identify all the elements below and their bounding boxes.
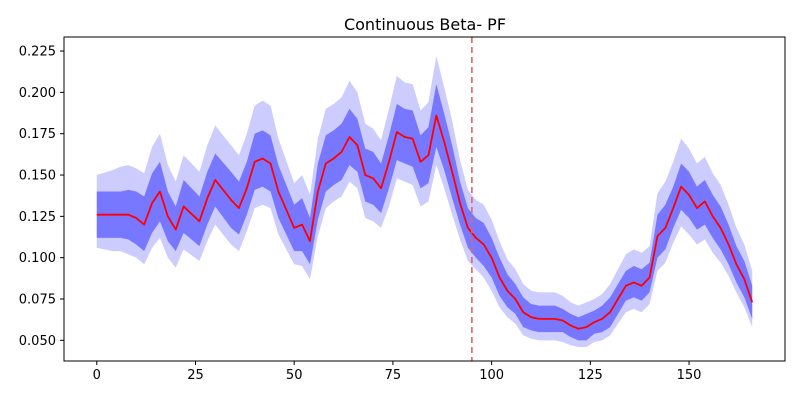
chart-title: Continuous Beta- PF — [344, 15, 506, 34]
y-tick-label: 0.225 — [19, 45, 56, 60]
y-tick-label: 0.100 — [19, 251, 56, 266]
y-tick-label: 0.075 — [19, 293, 56, 308]
x-tick-label: 100 — [479, 368, 504, 383]
x-tick-label: 25 — [187, 368, 204, 383]
inner-band-area — [96, 84, 753, 341]
x-tick-label: 75 — [385, 368, 402, 383]
x-tick-label: 150 — [677, 368, 702, 383]
y-tick-label: 0.200 — [19, 86, 56, 101]
x-tick-label: 0 — [93, 368, 101, 383]
x-tick-label: 50 — [286, 368, 303, 383]
axes: 0 25 50 75 100 125 150 0.050 0.075 0.100 0.125 0.15… — [19, 36, 786, 383]
y-tick-label: 0.125 — [19, 210, 56, 225]
y-tick-label: 0.050 — [19, 334, 56, 349]
plot-area — [96, 37, 754, 361]
outer-band-area — [96, 56, 753, 347]
x-tick-label: 125 — [578, 368, 603, 383]
axes-frame — [63, 36, 786, 362]
y-tick-label: 0.175 — [19, 127, 56, 142]
y-tick-label: 0.150 — [19, 169, 56, 184]
mean-line — [96, 114, 754, 330]
